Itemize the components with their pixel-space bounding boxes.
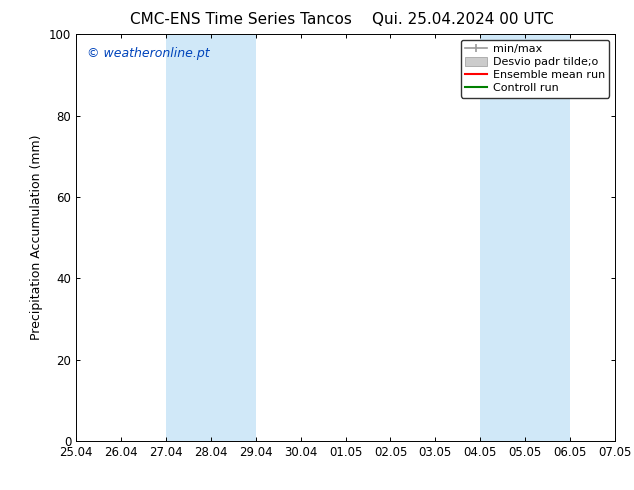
Y-axis label: Precipitation Accumulation (mm): Precipitation Accumulation (mm) [30,135,43,341]
Text: © weatheronline.pt: © weatheronline.pt [87,47,209,59]
Bar [166,34,256,441]
Text: CMC-ENS Time Series Tancos: CMC-ENS Time Series Tancos [130,12,352,27]
Legend: min/max, Desvio padr tilde;o, Ensemble mean run, Controll run: min/max, Desvio padr tilde;o, Ensemble m… [460,40,609,98]
Bar [480,34,570,441]
Text: Qui. 25.04.2024 00 UTC: Qui. 25.04.2024 00 UTC [372,12,553,27]
